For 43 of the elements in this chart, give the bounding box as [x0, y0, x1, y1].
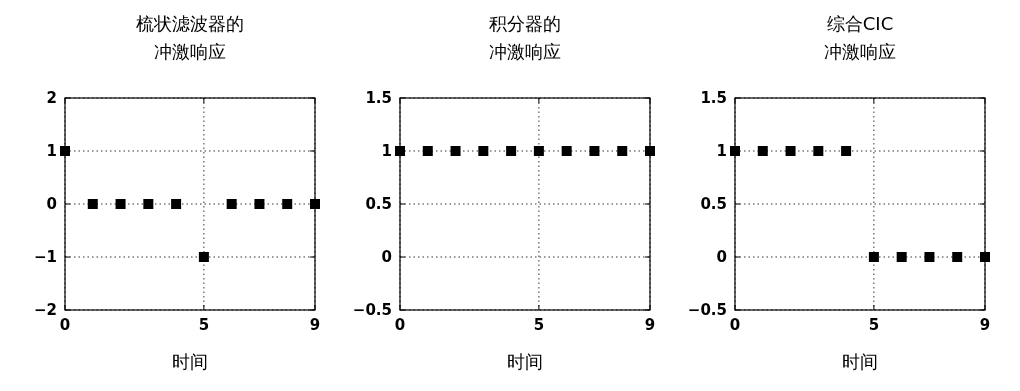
x-tick-label: 5: [533, 316, 545, 334]
point: [226, 199, 237, 209]
chart-title: 积分器的: [489, 13, 561, 34]
y-tick-label: 1: [46, 142, 57, 160]
x-tick-label: 0: [394, 316, 406, 334]
chart-title: 综合CIC: [826, 13, 894, 34]
chart-title: 梳状滤波器的: [136, 13, 244, 34]
y-tick-label: 0.5: [700, 195, 727, 213]
x-tick-label: 5: [868, 316, 880, 334]
y-tick-label: −1: [33, 248, 57, 266]
x-tick-label: 0: [729, 316, 741, 334]
x-axis-title: 时间: [172, 351, 208, 372]
chart-subtitle: 冲激响应: [824, 41, 896, 62]
x-tick-label: 0: [59, 316, 71, 334]
x-tick-label: 5: [198, 316, 210, 334]
y-tick-label: 1: [381, 142, 392, 160]
y-tick-label: 0: [46, 195, 57, 213]
y-tick-label: −2: [33, 301, 57, 319]
point: [171, 199, 182, 209]
point: [254, 199, 265, 209]
x-tick-label: 9: [309, 316, 321, 334]
x-tick-label: 9: [644, 316, 656, 334]
x-axis-title: 时间: [842, 351, 878, 372]
chart-subtitle: 冲激响应: [489, 41, 561, 62]
y-tick-label: 2: [46, 89, 57, 107]
y-tick-label: 1.5: [365, 89, 392, 107]
point: [115, 199, 126, 209]
y-tick-label: −0.5: [352, 301, 392, 319]
y-tick-label: 0: [381, 248, 392, 266]
point: [282, 199, 293, 209]
point: [143, 199, 154, 209]
x-axis-title: 时间: [507, 351, 543, 372]
y-tick-label: −0.5: [687, 301, 727, 319]
y-tick-label: 0.5: [365, 195, 392, 213]
chart-subtitle: 冲激响应: [154, 41, 226, 62]
x-tick-label: 9: [979, 316, 991, 334]
y-tick-label: 0: [716, 248, 727, 266]
point: [310, 199, 320, 209]
point: [198, 252, 209, 262]
point: [60, 146, 70, 156]
y-tick-label: 1.5: [700, 89, 727, 107]
y-tick-label: 1: [716, 142, 727, 160]
point: [87, 199, 98, 209]
